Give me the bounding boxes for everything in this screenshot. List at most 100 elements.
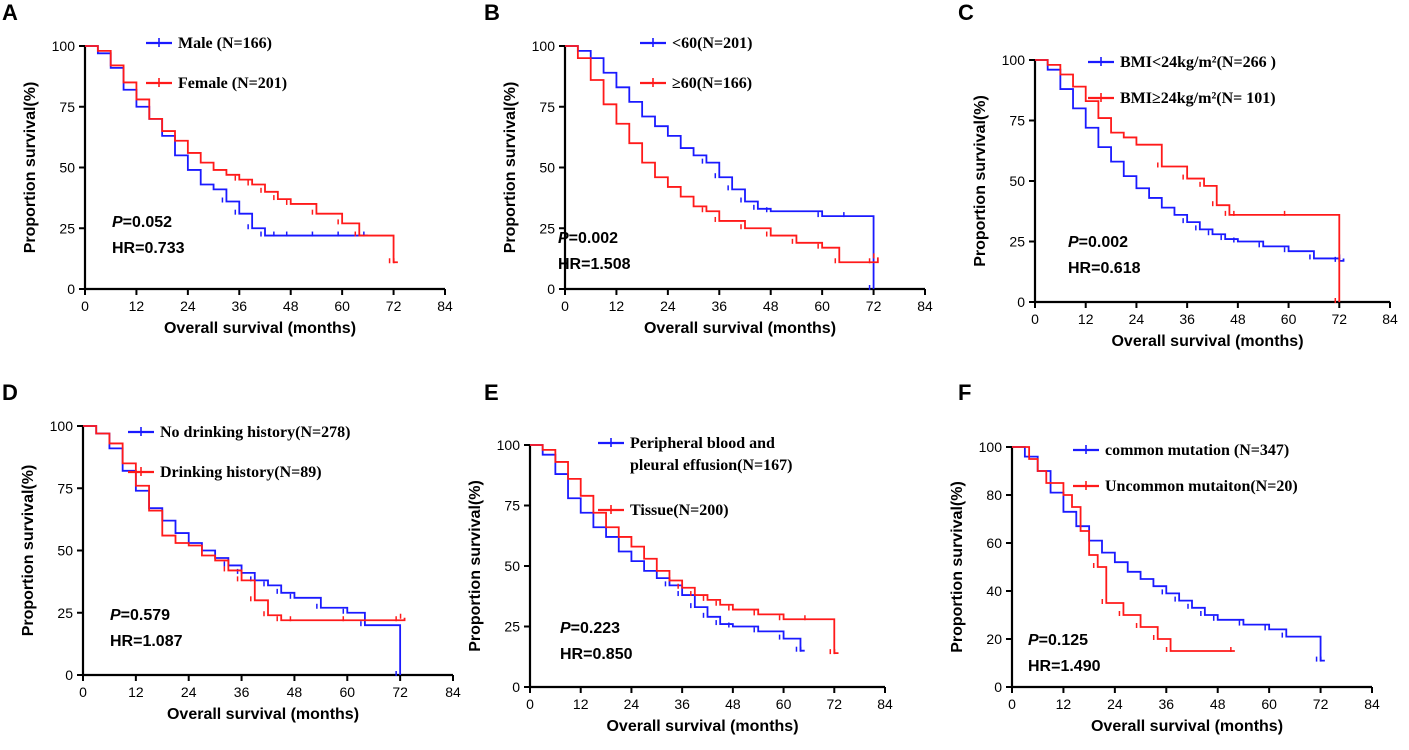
x-axis-label: Overall survival (months) xyxy=(164,320,356,337)
p-value-label: P=0.223 xyxy=(560,620,620,637)
y-tick-label: 40 xyxy=(986,583,1002,599)
y-tick-label: 50 xyxy=(504,558,520,574)
panel-b: B 0 12 24 36 48 60 72 84 0 25 50 75 100 Overall surviv… xyxy=(484,0,933,337)
legend-label-line2: pleural effusion(N=167) xyxy=(630,457,792,474)
x-tick-label: 12 xyxy=(573,696,589,712)
survival-curve-blue xyxy=(565,45,875,289)
x-tick-label: 72 xyxy=(386,298,402,314)
survival-curve-red xyxy=(565,45,879,264)
x-tick-label: 72 xyxy=(1331,311,1347,327)
x-tick-label: 36 xyxy=(234,684,250,700)
legend-label: BMI<24kg/m²(N=266 ) xyxy=(1120,54,1276,71)
panel-letter: C xyxy=(958,0,974,25)
x-tick-label: 84 xyxy=(1364,696,1380,712)
y-tick-label: 100 xyxy=(532,38,556,54)
x-tick-label: 48 xyxy=(763,298,779,314)
legend-label: No drinking history(N=278) xyxy=(160,424,350,441)
y-tick-label: 25 xyxy=(1009,234,1025,250)
legend-label: <60(N=201) xyxy=(672,35,752,52)
x-tick-label: 48 xyxy=(1230,311,1246,327)
y-tick-label: 75 xyxy=(1009,113,1025,129)
x-axis-label: Overall survival (months) xyxy=(167,706,359,723)
panel-e: E 0 12 24 36 48 60 72 84 0 25 50 75 100 Overall surviv… xyxy=(467,380,893,735)
x-axis-label: Overall survival (months) xyxy=(606,718,798,735)
p-symbol: P xyxy=(112,214,123,231)
x-tick-label: 48 xyxy=(283,298,299,314)
x-tick-label: 60 xyxy=(814,298,830,314)
x-tick-label: 36 xyxy=(231,298,247,314)
x-tick-label: 24 xyxy=(624,696,640,712)
y-tick-label: 50 xyxy=(1009,173,1025,189)
p-value-label: P=0.002 xyxy=(1068,234,1128,251)
x-axis-label: Overall survival (months) xyxy=(1091,718,1283,735)
p-symbol: P xyxy=(110,607,121,624)
y-tick-label: 25 xyxy=(57,605,73,621)
x-tick-label: 0 xyxy=(81,298,89,314)
y-tick-label: 75 xyxy=(57,480,73,496)
x-tick-label: 12 xyxy=(1078,311,1094,327)
p-value: =0.125 xyxy=(1039,632,1088,649)
y-tick-label: 0 xyxy=(1017,294,1025,310)
x-tick-label: 48 xyxy=(725,696,741,712)
p-value-label: P=0.002 xyxy=(558,230,618,247)
x-tick-label: 0 xyxy=(1031,311,1039,327)
y-tick-label: 0 xyxy=(994,679,1002,695)
x-tick-label: 12 xyxy=(128,684,144,700)
x-tick-label: 24 xyxy=(181,684,197,700)
y-axis-label: Proportion survival(%) xyxy=(949,481,966,653)
y-tick-label: 25 xyxy=(539,220,555,236)
survival-curve-blue xyxy=(530,444,805,652)
y-tick-label: 25 xyxy=(504,619,520,635)
panel-letter: F xyxy=(958,380,971,405)
x-tick-label: 24 xyxy=(180,298,196,314)
legend-label: Female (N=201) xyxy=(178,75,287,92)
x-tick-label: 36 xyxy=(1179,311,1195,327)
x-tick-label: 36 xyxy=(1158,696,1174,712)
y-tick-label: 0 xyxy=(67,281,75,297)
panel-c: C 0 12 24 36 48 60 72 84 0 25 50 75 100 Overall surviv… xyxy=(958,0,1398,350)
p-symbol: P xyxy=(1028,632,1039,649)
hr-value-label: HR=0.618 xyxy=(1068,260,1141,277)
y-tick-label: 100 xyxy=(50,418,74,434)
y-tick-label: 25 xyxy=(59,220,75,236)
p-value-label: P=0.052 xyxy=(112,214,172,231)
y-tick-label: 20 xyxy=(986,631,1002,647)
y-tick-label: 100 xyxy=(979,439,1003,455)
hr-value-label: HR=1.508 xyxy=(558,256,631,273)
x-axis-label: Overall survival (months) xyxy=(1111,333,1303,350)
legend-label: BMI≥24kg/m²(N= 101) xyxy=(1120,90,1276,107)
p-symbol: P xyxy=(558,230,569,247)
survival-curve-red xyxy=(83,425,406,622)
legend-label: Uncommon mutaiton(N=20) xyxy=(1105,478,1298,495)
x-tick-label: 84 xyxy=(437,298,453,314)
p-value: =0.002 xyxy=(1079,234,1128,251)
x-tick-label: 72 xyxy=(866,298,882,314)
panel-a: A 0 12 24 36 48 60 72 84 0 25 50 75 100 Overall surviv… xyxy=(2,0,453,337)
y-tick-label: 0 xyxy=(512,679,520,695)
x-tick-label: 48 xyxy=(287,684,303,700)
x-tick-label: 12 xyxy=(1056,696,1072,712)
y-tick-label: 75 xyxy=(539,99,555,115)
x-tick-label: 0 xyxy=(561,298,569,314)
x-tick-label: 36 xyxy=(674,696,690,712)
x-tick-label: 60 xyxy=(1261,696,1277,712)
y-tick-label: 80 xyxy=(986,487,1002,503)
x-tick-label: 72 xyxy=(1313,696,1329,712)
x-tick-label: 12 xyxy=(609,298,625,314)
legend-label: Drinking history(N=89) xyxy=(160,464,322,481)
x-tick-label: 84 xyxy=(917,298,933,314)
x-tick-label: 72 xyxy=(826,696,842,712)
p-value: =0.052 xyxy=(123,214,172,231)
hr-value-label: HR=0.733 xyxy=(112,240,185,257)
y-axis-label: Proportion survival(%) xyxy=(20,465,37,637)
p-value: =0.223 xyxy=(571,620,620,637)
x-tick-label: 72 xyxy=(392,684,408,700)
y-tick-label: 100 xyxy=(1002,52,1026,68)
x-tick-label: 60 xyxy=(334,298,350,314)
x-tick-label: 24 xyxy=(660,298,676,314)
y-axis-label: Proportion survival(%) xyxy=(22,82,39,254)
x-tick-label: 0 xyxy=(1008,696,1016,712)
x-tick-label: 12 xyxy=(129,298,145,314)
x-tick-label: 60 xyxy=(776,696,792,712)
